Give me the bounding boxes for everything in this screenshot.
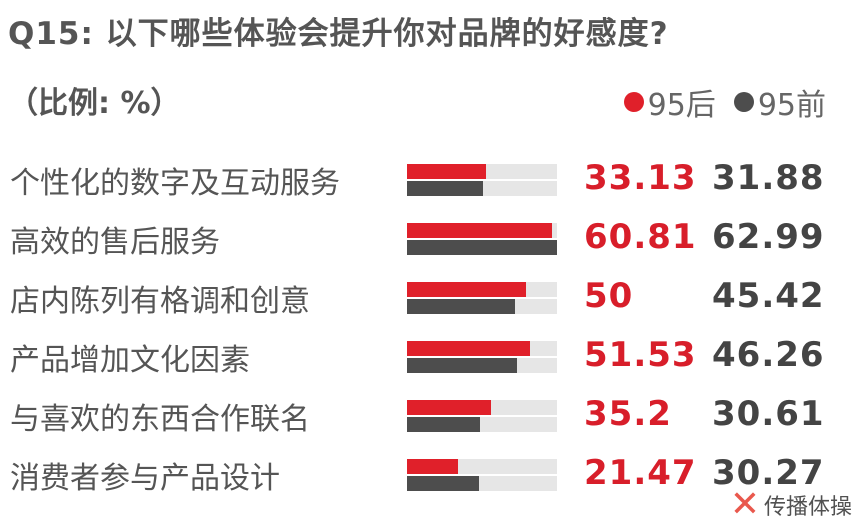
value-label-95-after: 35.2	[584, 394, 672, 434]
legend: 95后 95前	[623, 80, 826, 124]
bar-track-95-after	[407, 459, 557, 474]
bar-95-after	[407, 282, 527, 297]
chart-row: 个性化的数字及互动服务 33.13 31.88	[0, 150, 864, 209]
value-label-95-after: 60.81	[584, 217, 697, 257]
value-label-95-after: 51.53	[584, 335, 697, 375]
legend-item-95-after: 95后	[623, 80, 716, 124]
bar-95-before	[407, 476, 480, 491]
value-label-95-after: 50	[584, 276, 634, 316]
chart-row: 高效的售后服务 60.81 62.99	[0, 209, 864, 268]
bar-track-95-before	[407, 417, 557, 432]
chart-title: Q15: 以下哪些体验会提升你对品牌的好感度?	[8, 16, 669, 52]
chart-row: 与喜欢的东西合作联名 35.2 30.61	[0, 386, 864, 445]
chart-row: 产品增加文化因素 51.53 46.26	[0, 327, 864, 386]
bar-track-95-before	[407, 240, 557, 255]
legend-dot-95-after	[623, 92, 644, 112]
value-label-95-after: 21.47	[584, 453, 697, 493]
bar-track-95-before	[407, 181, 557, 196]
category-label: 个性化的数字及互动服务	[10, 166, 340, 201]
bar-95-after	[407, 400, 491, 415]
category-label: 店内陈列有格调和创意	[10, 284, 310, 319]
value-label-95-before: 46.26	[712, 335, 825, 375]
legend-item-95-before: 95前	[733, 80, 826, 124]
bar-track-95-after	[407, 223, 557, 238]
bar-track-95-after	[407, 400, 557, 415]
category-label: 产品增加文化因素	[10, 343, 250, 378]
chart-rows: 个性化的数字及互动服务 33.13 31.88 高效的售后服务 60.81 62.99 店内…	[0, 150, 864, 504]
bar-track-95-after	[407, 282, 557, 297]
bar-95-after	[407, 459, 459, 474]
bar-95-after	[407, 341, 530, 356]
bar-track-95-after	[407, 341, 557, 356]
legend-label-95-before: 95前	[757, 88, 826, 123]
value-label-95-before: 30.27	[712, 453, 825, 493]
value-label-95-before: 45.42	[712, 276, 825, 316]
value-label-95-after: 33.13	[584, 158, 697, 198]
bar-95-after	[407, 164, 486, 179]
value-label-95-before: 30.61	[712, 394, 825, 434]
watermark: ✕ 传播体操	[730, 487, 852, 523]
chart-row: 消费者参与产品设计 21.47 30.27	[0, 445, 864, 504]
bar-track-95-before	[407, 299, 557, 314]
bar-95-before	[407, 299, 516, 314]
category-label: 与喜欢的东西合作联名	[10, 402, 310, 437]
bar-95-before	[407, 240, 557, 255]
chart-row: 店内陈列有格调和创意 50 45.42	[0, 268, 864, 327]
bar-track-95-before	[407, 358, 557, 373]
value-label-95-before: 62.99	[712, 217, 825, 257]
bar-95-before	[407, 358, 518, 373]
bar-95-before	[407, 181, 483, 196]
category-label: 高效的售后服务	[10, 225, 220, 260]
watermark-logo-icon: ✕	[729, 484, 760, 525]
bar-95-after	[407, 223, 552, 238]
unit-label: （比例: %）	[8, 86, 181, 121]
value-label-95-before: 31.88	[712, 158, 825, 198]
legend-label-95-after: 95后	[647, 88, 716, 123]
legend-dot-95-before	[733, 92, 754, 112]
category-label: 消费者参与产品设计	[10, 461, 280, 496]
bar-track-95-after	[407, 164, 557, 179]
bar-95-before	[407, 417, 480, 432]
bar-track-95-before	[407, 476, 557, 491]
watermark-text: 传播体操	[763, 495, 852, 520]
